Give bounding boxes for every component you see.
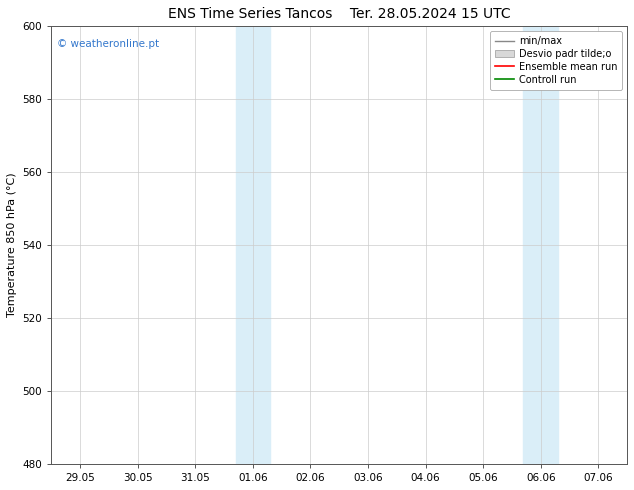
Legend: min/max, Desvio padr tilde;o, Ensemble mean run, Controll run: min/max, Desvio padr tilde;o, Ensemble m…: [489, 31, 622, 90]
Text: © weatheronline.pt: © weatheronline.pt: [57, 39, 159, 49]
Y-axis label: Temperature 850 hPa (°C): Temperature 850 hPa (°C): [7, 173, 17, 318]
Title: ENS Time Series Tancos    Ter. 28.05.2024 15 UTC: ENS Time Series Tancos Ter. 28.05.2024 1…: [168, 7, 510, 21]
Bar: [524, 26, 558, 464]
Bar: [235, 26, 270, 464]
